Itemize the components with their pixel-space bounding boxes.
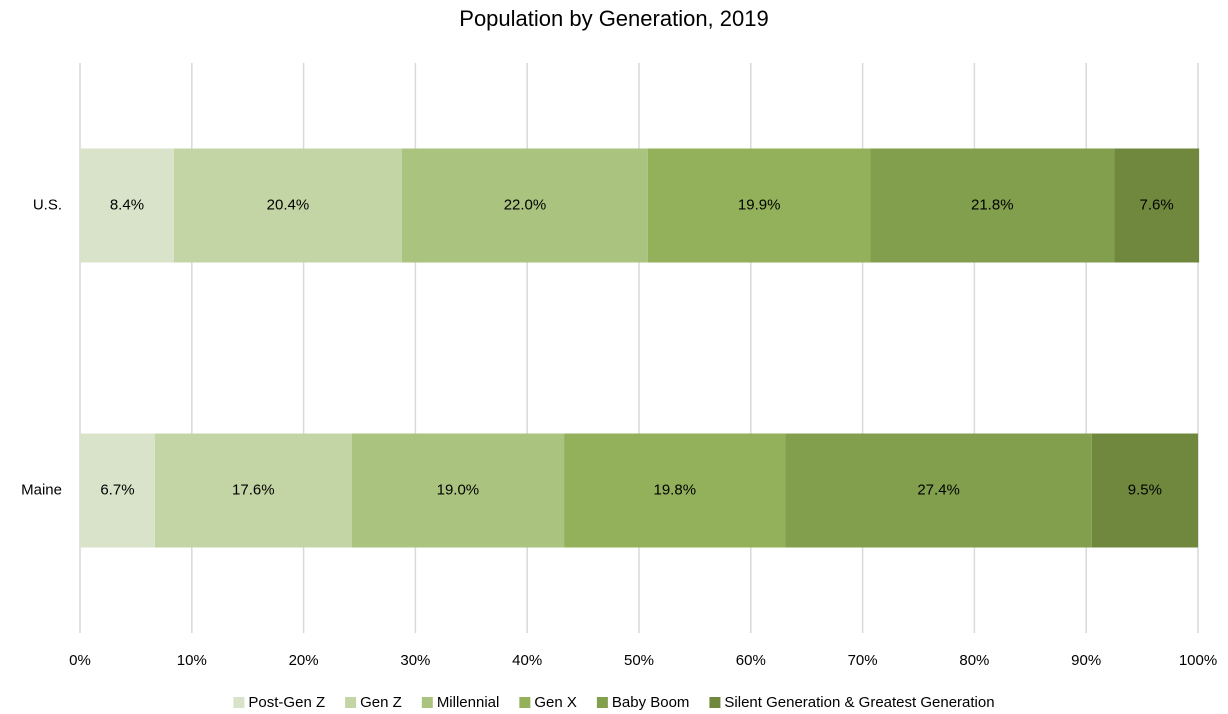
bar-segment — [401, 148, 648, 263]
legend-label: Millennial — [437, 694, 500, 711]
bar-segment — [173, 148, 402, 263]
x-tick-label: 30% — [400, 652, 430, 669]
bar-segment — [1091, 433, 1198, 548]
bar-segment — [154, 433, 352, 548]
x-tick-label: 10% — [177, 652, 207, 669]
data-label: 17.6% — [232, 481, 275, 498]
legend-swatch — [709, 697, 721, 708]
x-tick-label: 0% — [69, 652, 91, 669]
legend: Post-Gen Z Gen Z Millennial Gen X Baby Boom S… — [233, 694, 995, 711]
data-label: 19.8% — [654, 481, 697, 498]
bar-segment — [785, 433, 1092, 548]
x-tick-label: 60% — [736, 652, 766, 669]
data-label: 27.4% — [917, 481, 960, 498]
x-tick-label: 40% — [512, 652, 542, 669]
x-tick-label: 90% — [1071, 652, 1101, 669]
x-tick-label: 100% — [1179, 652, 1217, 669]
data-label: 22.0% — [504, 196, 547, 213]
legend-swatch — [596, 697, 608, 708]
data-label: 21.8% — [971, 196, 1014, 213]
x-tick-label: 80% — [959, 652, 989, 669]
data-label: 7.6% — [1140, 196, 1174, 213]
data-label: 20.4% — [267, 196, 310, 213]
legend-swatch — [421, 697, 433, 708]
x-tick-label: 70% — [848, 652, 878, 669]
legend-label: Baby Boom — [612, 694, 690, 711]
data-label: 19.9% — [738, 196, 781, 213]
bar-segment — [870, 148, 1115, 263]
legend-label: Silent Generation & Greatest Generation — [724, 694, 994, 711]
data-label: 8.4% — [110, 196, 144, 213]
legend-swatch — [519, 697, 531, 708]
chart-title: Population by Generation, 2019 — [459, 6, 768, 31]
legend-swatch — [345, 697, 357, 708]
data-label: 19.0% — [437, 481, 480, 498]
bar-segment — [647, 148, 871, 263]
x-tick-label: 50% — [624, 652, 654, 669]
data-label: 6.7% — [100, 481, 134, 498]
bar-segment — [351, 433, 565, 548]
bar-segment — [80, 433, 155, 548]
legend-swatch — [233, 697, 245, 708]
legend-label: Gen X — [534, 694, 577, 711]
x-tick-label: 20% — [289, 652, 319, 669]
y-tick-label: Maine — [21, 481, 62, 498]
legend-label: Gen Z — [360, 694, 402, 711]
data-label: 9.5% — [1128, 481, 1162, 498]
legend-label: Post-Gen Z — [248, 694, 325, 711]
bar-segment — [80, 148, 174, 263]
bar-segment — [564, 433, 786, 548]
y-tick-label: U.S. — [33, 196, 62, 213]
bar-segment — [1114, 148, 1200, 263]
